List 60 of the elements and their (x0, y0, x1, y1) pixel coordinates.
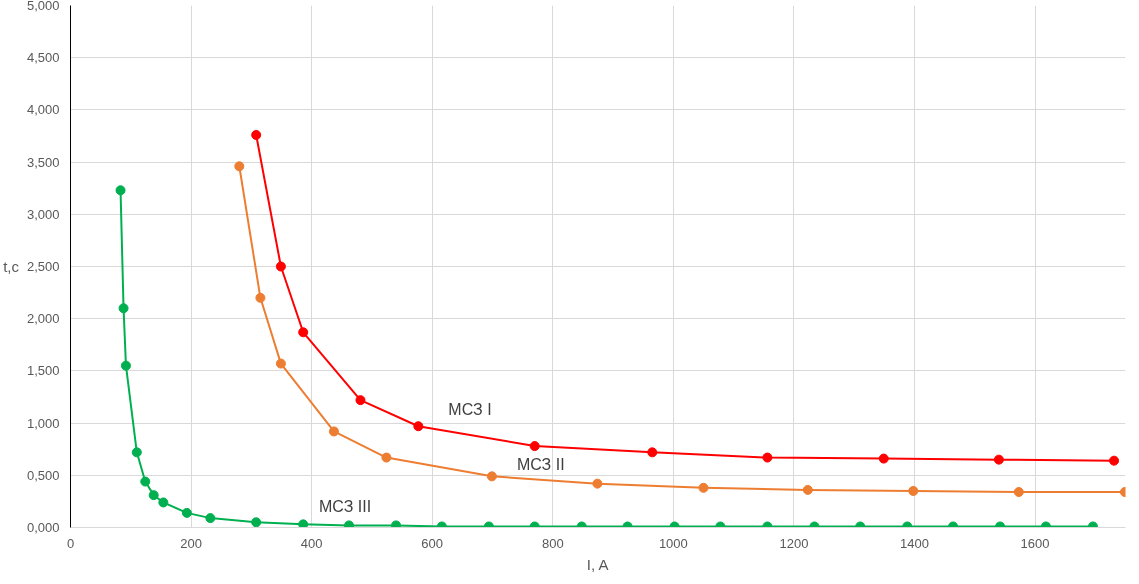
point (381, 452, 392, 463)
x-tick-label: 1600 (1020, 535, 1050, 551)
y-tick-label: 0,500 (26, 467, 60, 483)
point (344, 520, 355, 528)
point (762, 452, 773, 463)
point (908, 485, 919, 496)
x-tick-label: 1200 (779, 535, 809, 551)
x-tick-label: 800 (541, 535, 564, 551)
y-tick-label: 1,000 (26, 415, 60, 431)
y-tick-label: 2,000 (26, 311, 60, 327)
point (298, 327, 309, 338)
y-tick-label: 4,500 (26, 50, 60, 66)
point (802, 484, 813, 495)
point (647, 447, 658, 458)
y-tick-label: 2,500 (26, 259, 60, 274)
point (878, 453, 889, 464)
point (298, 519, 309, 528)
y-axis-title: t,c (3, 258, 20, 275)
x-tick-label: 1400 (900, 535, 929, 551)
series-label: МСЗ II (516, 456, 565, 474)
x-tick-label: 0 (66, 535, 75, 551)
series-label: МСЗ I (448, 401, 492, 419)
point (118, 303, 129, 314)
point (181, 507, 192, 518)
point (391, 520, 402, 528)
point (205, 513, 216, 524)
point (355, 395, 366, 406)
x-tick-label: 200 (180, 535, 202, 551)
x-tick-label: 1000 (658, 535, 688, 551)
point (275, 358, 286, 369)
point (251, 517, 262, 528)
series-label: МСЗ III (319, 498, 372, 516)
point (413, 421, 424, 432)
y-tick-label: 3,000 (26, 206, 60, 222)
point (592, 478, 603, 489)
y-tick-label: 3,500 (26, 154, 60, 170)
y-tick-label: 4,000 (26, 102, 60, 118)
point (251, 129, 262, 140)
x-axis-title: I, A (586, 555, 609, 573)
point (993, 454, 1004, 465)
point (486, 471, 497, 482)
point (328, 426, 339, 437)
point (140, 476, 151, 487)
point (275, 261, 286, 272)
point (158, 497, 169, 508)
point (698, 482, 709, 493)
point (234, 161, 245, 172)
point (529, 441, 540, 452)
point (131, 447, 142, 458)
point (120, 360, 131, 371)
point (1013, 487, 1024, 497)
point (255, 292, 266, 303)
y-tick-label: 5,000 (26, 0, 60, 13)
y-tick-label: 1,500 (26, 363, 60, 379)
point (115, 185, 126, 196)
x-tick-label: 400 (300, 535, 323, 551)
y-tick-label: 0,000 (26, 520, 60, 535)
point (148, 490, 159, 501)
x-tick-label: 600 (421, 535, 444, 551)
point (1109, 455, 1120, 466)
